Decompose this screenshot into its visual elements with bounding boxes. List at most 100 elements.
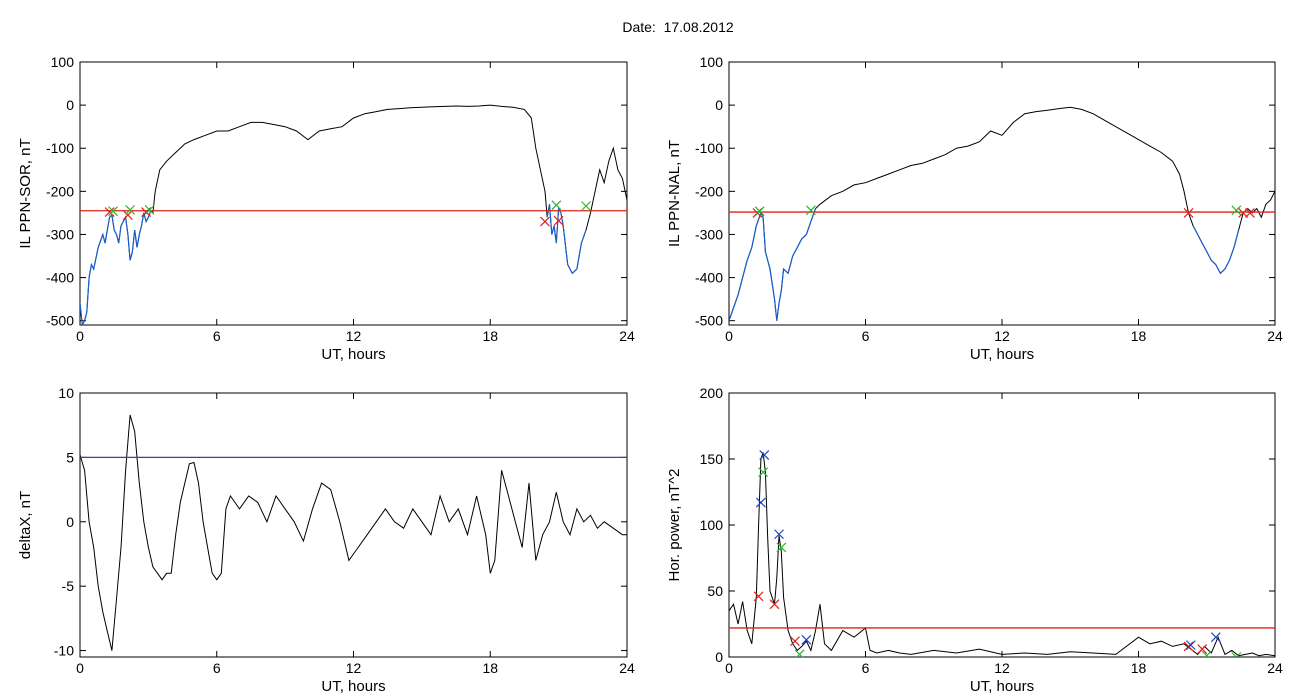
x-tick-label: 24 bbox=[1267, 328, 1283, 344]
series-line bbox=[729, 106, 1275, 321]
x-tick-label: 6 bbox=[862, 328, 870, 344]
x-tick-label: 12 bbox=[994, 660, 1010, 676]
x-tick-label: 0 bbox=[725, 660, 733, 676]
cross-marker bbox=[1245, 207, 1255, 218]
cross-marker bbox=[776, 542, 787, 553]
x-tick-label: 24 bbox=[619, 328, 635, 344]
y-tick-label: 150 bbox=[700, 451, 724, 467]
cross-marker bbox=[1231, 205, 1242, 216]
y-tick-label: 0 bbox=[715, 649, 723, 665]
x-tick-label: 18 bbox=[482, 328, 498, 344]
plot-area bbox=[80, 414, 627, 651]
cross-marker bbox=[754, 206, 765, 217]
cross-marker bbox=[1183, 641, 1194, 652]
y-tick-label: -400 bbox=[695, 270, 723, 286]
storm-segment bbox=[80, 209, 154, 325]
cross-marker bbox=[553, 215, 564, 226]
y-tick-label: 100 bbox=[51, 54, 75, 70]
panel-bottom-right: 0 6 12 18 24 200 150 100 50 0 UT, hours Hor. power,… bbox=[666, 385, 1283, 695]
x-axis-label: UT, hours bbox=[321, 346, 385, 363]
series-line bbox=[729, 452, 1275, 657]
y-tick-label: 0 bbox=[715, 97, 723, 113]
cross-marker bbox=[755, 497, 766, 508]
page-title: Date: 17.08.2012 bbox=[622, 19, 734, 35]
x-tick-label: 18 bbox=[1131, 660, 1147, 676]
y-tick-label: -5 bbox=[62, 578, 75, 594]
y-tick-label: -200 bbox=[46, 183, 74, 199]
cross-marker bbox=[801, 634, 812, 645]
cross-marker bbox=[1201, 650, 1212, 657]
y-tick-label: -300 bbox=[46, 226, 74, 242]
x-axis-label: UT, hours bbox=[970, 678, 1034, 695]
x-tick-label: 0 bbox=[725, 328, 733, 344]
cross-marker bbox=[758, 467, 769, 478]
y-tick-label: -100 bbox=[46, 140, 74, 156]
plot-frame bbox=[79, 392, 628, 658]
y-tick-label: 5 bbox=[66, 449, 74, 465]
y-tick-label: -100 bbox=[695, 140, 723, 156]
cross-marker bbox=[144, 204, 155, 215]
cross-marker bbox=[805, 205, 816, 216]
x-tick-label: 12 bbox=[346, 660, 362, 676]
x-tick-label: 6 bbox=[213, 660, 221, 676]
plot-area bbox=[729, 450, 1275, 657]
y-tick-label: 0 bbox=[66, 97, 74, 113]
cross-marker bbox=[1183, 207, 1194, 218]
y-tick-label: 100 bbox=[700, 54, 724, 70]
cross-marker bbox=[1185, 640, 1196, 651]
x-tick-label: 0 bbox=[76, 328, 84, 344]
storm-segment bbox=[729, 208, 817, 321]
y-axis-label: deltaX, nT bbox=[17, 491, 34, 559]
cross-marker bbox=[753, 591, 764, 602]
y-axis-label: Hor. power, nT^2 bbox=[666, 469, 683, 582]
plot-frame bbox=[728, 61, 1276, 326]
x-tick-label: 6 bbox=[862, 660, 870, 676]
y-tick-label: -400 bbox=[46, 270, 74, 286]
cross-marker bbox=[581, 201, 591, 211]
panel-top-left: 0 6 12 18 24 100 0 -100 -200 -300 -400 -500 UT, hour… bbox=[17, 54, 635, 363]
series-line bbox=[80, 414, 627, 651]
y-tick-label: -300 bbox=[695, 226, 723, 242]
x-axis-label: UT, hours bbox=[970, 346, 1034, 363]
y-tick-label: 10 bbox=[58, 385, 74, 401]
x-tick-label: 18 bbox=[1131, 328, 1147, 344]
x-tick-label: 24 bbox=[619, 660, 635, 676]
cross-marker bbox=[769, 599, 780, 610]
y-tick-label: 100 bbox=[700, 517, 724, 533]
panel-top-right: 0 6 12 18 24 100 0 -100 -200 -300 -400 -500 UT, hour… bbox=[666, 54, 1283, 363]
y-tick-label: -10 bbox=[54, 643, 74, 659]
cross-marker bbox=[1197, 644, 1208, 655]
y-axis-label: IL PPN-SOR, nT bbox=[17, 138, 34, 248]
y-tick-label: 200 bbox=[700, 385, 724, 401]
cross-marker bbox=[1231, 652, 1242, 657]
y-tick-label: 0 bbox=[66, 514, 74, 530]
x-tick-label: 12 bbox=[994, 328, 1010, 344]
cross-marker bbox=[1210, 632, 1221, 643]
cross-marker bbox=[759, 450, 770, 460]
storm-segment bbox=[546, 204, 587, 275]
y-tick-label: 50 bbox=[707, 583, 723, 599]
x-tick-label: 24 bbox=[1267, 660, 1283, 676]
panel-bottom-left: 0 6 12 18 24 10 5 0 -5 -10 UT, hours deltaX, nT bbox=[17, 385, 635, 695]
cross-marker bbox=[794, 649, 805, 657]
plot-frame bbox=[728, 392, 1276, 658]
y-tick-label: -500 bbox=[46, 313, 74, 329]
x-axis-label: UT, hours bbox=[321, 678, 385, 695]
x-tick-label: 6 bbox=[213, 328, 221, 344]
plot-area bbox=[729, 106, 1275, 321]
x-tick-label: 0 bbox=[76, 660, 84, 676]
cross-marker bbox=[104, 207, 115, 217]
cross-marker bbox=[122, 210, 133, 220]
storm-segment bbox=[1192, 225, 1240, 275]
x-tick-label: 18 bbox=[482, 660, 498, 676]
plot-area bbox=[80, 104, 627, 325]
cross-marker bbox=[108, 206, 118, 217]
x-tick-label: 12 bbox=[346, 328, 362, 344]
y-tick-label: -500 bbox=[695, 313, 723, 329]
y-axis-label: IL PPN-NAL, nT bbox=[666, 140, 683, 247]
cross-marker bbox=[790, 636, 800, 647]
y-tick-label: -200 bbox=[695, 183, 723, 199]
cross-marker bbox=[774, 529, 784, 540]
cross-marker bbox=[540, 216, 550, 227]
